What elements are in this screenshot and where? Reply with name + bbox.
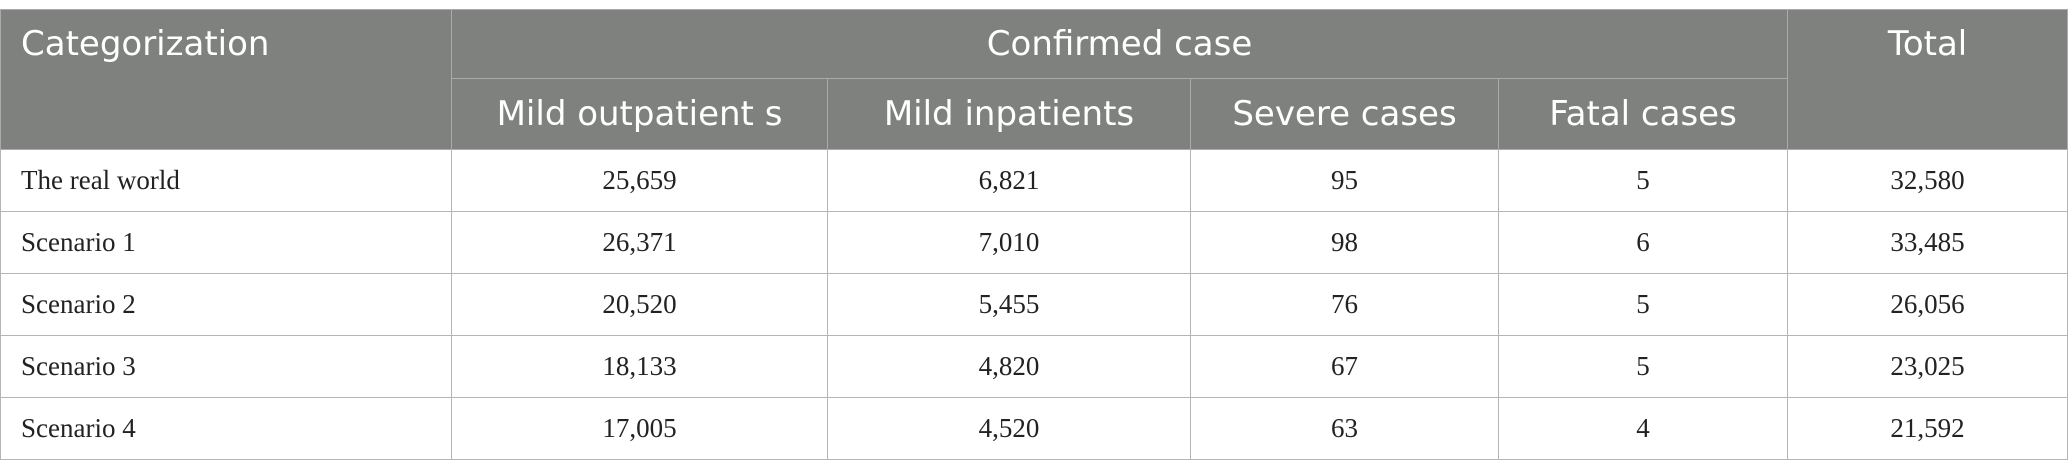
data-cell: 5,455 <box>827 273 1191 336</box>
subheader-cell: Mild inpatients <box>827 78 1191 150</box>
table-row: The real world 25,659 6,821 95 5 32,580 <box>0 149 2068 212</box>
table-row: Scenario 2 20,520 5,455 76 5 26,056 <box>0 273 2068 336</box>
data-cell: 26,371 <box>451 211 828 274</box>
data-cell: 63 <box>1190 397 1499 460</box>
data-cell: 95 <box>1190 149 1499 212</box>
data-cell: 76 <box>1190 273 1499 336</box>
header-cell: Categorization <box>0 9 452 150</box>
data-cell: 25,659 <box>451 149 828 212</box>
data-cell: 18,133 <box>451 335 828 398</box>
data-cell: 6,821 <box>827 149 1191 212</box>
row-label: The real world <box>0 149 452 212</box>
data-cell: 17,005 <box>451 397 828 460</box>
data-table: Categorization Confirmed case Total Mild… <box>0 9 2068 460</box>
header-cell: Confirmed case <box>450 9 1789 79</box>
data-cell: 5 <box>1497 273 1789 336</box>
row-label: Scenario 1 <box>0 211 452 274</box>
data-cell: 23,025 <box>1787 335 2068 398</box>
data-cell: 4 <box>1497 397 1789 460</box>
data-cell: 5 <box>1497 335 1789 398</box>
table-row: Scenario 4 17,005 4,520 63 4 21,592 <box>0 397 2068 460</box>
subheader-cell: Mild outpatient s <box>451 78 828 150</box>
row-label: Scenario 4 <box>0 397 452 460</box>
data-cell: 33,485 <box>1787 211 2068 274</box>
data-cell: 21,592 <box>1787 397 2068 460</box>
data-cell: 6 <box>1497 211 1789 274</box>
subheader-cell: Fatal cases <box>1497 78 1789 150</box>
data-cell: 26,056 <box>1787 273 2068 336</box>
subheader-cell: Severe cases <box>1190 78 1499 150</box>
header-cell: Total <box>1787 9 2068 150</box>
data-cell: 98 <box>1190 211 1499 274</box>
data-cell: 5 <box>1497 149 1789 212</box>
data-cell: 32,580 <box>1787 149 2068 212</box>
table-row: Scenario 3 18,133 4,820 67 5 23,025 <box>0 335 2068 398</box>
row-label: Scenario 3 <box>0 335 452 398</box>
data-cell: 7,010 <box>827 211 1191 274</box>
table-row: Scenario 1 26,371 7,010 98 6 33,485 <box>0 211 2068 274</box>
data-cell: 67 <box>1190 335 1499 398</box>
data-cell: 4,820 <box>827 335 1191 398</box>
data-cell: 4,520 <box>827 397 1191 460</box>
row-label: Scenario 2 <box>0 273 452 336</box>
data-cell: 20,520 <box>451 273 828 336</box>
